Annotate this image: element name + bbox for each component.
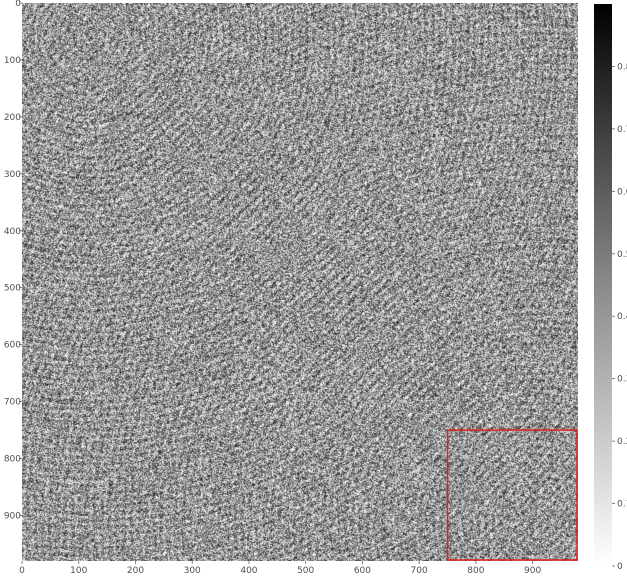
- y-tick-label: 500: [4, 284, 21, 294]
- colorbar-tick-label: 0.3: [617, 375, 627, 385]
- y-tick-label: 700: [4, 398, 21, 408]
- heatmap-image: [22, 3, 578, 561]
- x-tick-label: 600: [354, 566, 371, 576]
- x-tick-label: 0: [19, 566, 25, 576]
- axes: 0 100 200 300 400 500 600 700 800 900 0 100 200 300 40…: [4, 0, 542, 576]
- colorbar-tick-label: 0.2: [617, 437, 627, 447]
- y-tick-label: 600: [4, 341, 21, 351]
- colorbar-tick-label: 0.6: [617, 187, 627, 197]
- x-tick-label: 200: [127, 566, 144, 576]
- colorbar: 0 0.1 0.2 0.3 0.4 0.5 0.6 0.7 0.8: [594, 4, 627, 572]
- y-tick-label: 800: [4, 455, 21, 465]
- x-tick-label: 700: [411, 566, 428, 576]
- x-tick-label: 800: [467, 566, 484, 576]
- plot-area: [22, 3, 578, 561]
- y-tick-label: 900: [4, 511, 21, 521]
- colorbar-tick-label: 0.7: [617, 125, 627, 135]
- colorbar-tick-label: 0.1: [617, 500, 627, 510]
- x-tick-label: 300: [184, 566, 201, 576]
- y-tick-label: 0: [15, 0, 21, 9]
- x-tick-label: 100: [70, 566, 87, 576]
- colorbar-tick-label: 0.4: [617, 312, 627, 322]
- y-tick-label: 200: [4, 113, 21, 123]
- y-tick-label: 400: [4, 227, 21, 237]
- highlight-box: [446, 429, 578, 561]
- colorbar-tick-label: 0.5: [617, 250, 627, 260]
- y-tick-label: 100: [4, 56, 21, 66]
- highlight-layer: [446, 429, 578, 561]
- colorbar-tick-label: 0.8: [617, 62, 627, 72]
- x-tick-label: 900: [524, 566, 541, 576]
- colorbar-tick-label: 0: [617, 562, 623, 572]
- x-tick-label: 500: [297, 566, 314, 576]
- colorbar-gradient-bar: [594, 4, 612, 566]
- y-tick-label: 300: [4, 170, 21, 180]
- x-tick-label: 400: [240, 566, 257, 576]
